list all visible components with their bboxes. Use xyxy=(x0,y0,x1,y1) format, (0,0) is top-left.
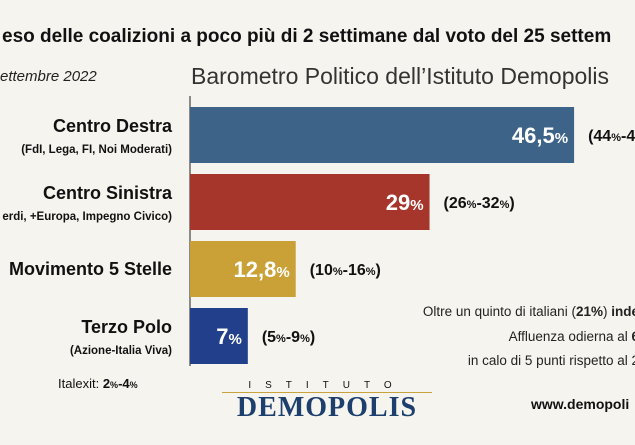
headline: eso delle coalizioni a poco più di 2 set… xyxy=(2,26,612,47)
note-line-3: in calo di 5 punti rispetto al 2 xyxy=(467,353,635,368)
category-label-1: Centro Sinistra xyxy=(43,183,173,203)
category-label-0: Centro Destra xyxy=(53,116,173,136)
value-label-2: 12,8% xyxy=(234,257,290,282)
bar-0 xyxy=(190,107,575,163)
italexit-high: 4 xyxy=(122,376,130,391)
logo-top-text: ISTITUTO xyxy=(222,380,432,393)
category-sublabel-3: (Azione-Italia Viva) xyxy=(70,345,172,357)
range-label-1: (26%-32%) xyxy=(444,195,515,212)
logo-main-text: DEMOPOLIS xyxy=(236,392,418,423)
note-line-2: Affluenza odierna al 6 xyxy=(508,328,635,344)
website-url: www.demopoli xyxy=(531,396,630,412)
notes-block: Oltre un quinto di italiani (21%) inde A… xyxy=(423,300,635,374)
value-label-1: 29% xyxy=(386,190,424,215)
range-label-3: (5%-9%) xyxy=(262,329,315,346)
chart-subtitle: Barometro Politico dell’Istituto Demopol… xyxy=(191,63,610,89)
value-label-0: 46,5% xyxy=(512,123,568,148)
value-label-3: 7% xyxy=(216,324,242,349)
bar-1 xyxy=(190,174,430,230)
bar-2 xyxy=(190,241,296,297)
category-label-3: Terzo Polo xyxy=(81,317,172,337)
survey-date: ettembre 2022 xyxy=(0,68,97,85)
note-line-1: Oltre un quinto di italiani (21%) inde xyxy=(422,304,635,319)
category-sublabel-0: (FdI, Lega, FI, Noi Moderati) xyxy=(21,144,172,156)
range-label-0: (44%-4%) xyxy=(588,128,635,145)
category-sublabel-1: erdi, +Europa, Impegno Civico) xyxy=(2,211,172,223)
italexit-label: Italexit: xyxy=(58,376,100,391)
demopolis-logo: ISTITUTO DEMOPOLIS xyxy=(216,380,438,423)
category-label-2: Movimento 5 Stelle xyxy=(9,259,172,279)
italexit-note: Italexit: 2%-4% xyxy=(58,376,138,391)
bar-3 xyxy=(190,308,248,364)
range-label-2: (10%-16%) xyxy=(310,262,381,279)
italexit-low: 2 xyxy=(102,376,111,391)
